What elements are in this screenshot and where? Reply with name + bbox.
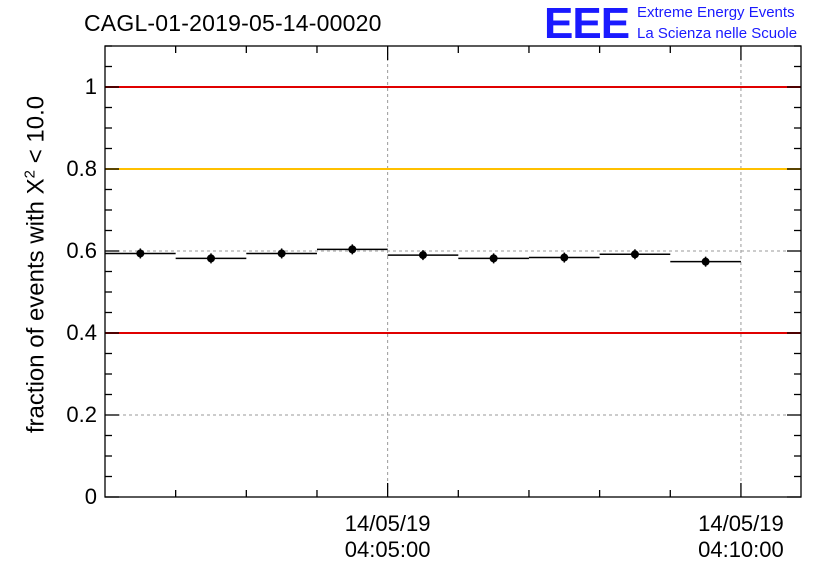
data-point xyxy=(489,254,498,263)
data-point xyxy=(206,254,215,263)
logo-line-1: Extreme Energy Events xyxy=(637,4,795,21)
x-tick-label: 14/05/19 04:05:00 xyxy=(318,511,458,563)
y-tick-label: 1 xyxy=(84,74,97,99)
y-tick-label: 0.8 xyxy=(66,156,97,181)
data-point xyxy=(630,250,639,259)
data-point xyxy=(348,245,357,254)
logo-line-2: La Scienza nelle Scuole xyxy=(637,25,798,42)
x-tick-time: 04:05:00 xyxy=(344,537,431,562)
y-axis-label: fraction of events with X2 < 10.0 xyxy=(22,45,51,485)
data-point xyxy=(560,253,569,262)
y-axis-label-symbol: X xyxy=(22,178,50,195)
y-tick-label: 0 xyxy=(84,484,97,509)
y-tick-label: 0.2 xyxy=(66,402,97,427)
y-tick-label: 0.6 xyxy=(66,238,97,263)
data-point xyxy=(701,257,710,266)
data-point xyxy=(136,249,145,258)
y-axis-label-sup: 2 xyxy=(21,169,39,179)
eee-logo: EEE xyxy=(544,0,630,48)
x-tick-date: 14/05/19 xyxy=(344,511,431,536)
plot-frame xyxy=(104,45,802,498)
x-tick-label: 14/05/19 04:10:00 xyxy=(671,511,811,563)
chart-title: CAGL-01-2019-05-14-00020 xyxy=(84,10,382,36)
y-tick-label: 0.4 xyxy=(66,320,97,345)
data-point xyxy=(418,251,427,260)
x-tick-time: 04:10:00 xyxy=(698,537,784,562)
y-axis-label-suffix: < 10.0 xyxy=(22,95,50,170)
x-tick-date: 14/05/19 xyxy=(698,511,784,536)
y-axis-label-prefix: fraction of events with xyxy=(22,194,50,434)
data-point xyxy=(277,249,286,258)
